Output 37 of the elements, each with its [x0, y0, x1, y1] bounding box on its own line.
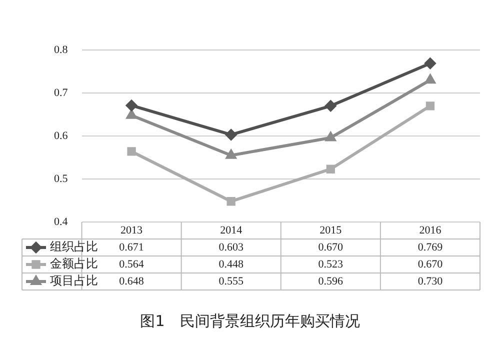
point	[126, 110, 136, 119]
caption: 图1 民间背景组织历年购买情况	[139, 312, 361, 331]
data-label: 0.555	[218, 275, 244, 288]
legend-label: 金额占比	[50, 256, 98, 271]
point	[424, 58, 436, 69]
point	[127, 147, 136, 156]
legend-label: 组织占比	[50, 240, 98, 254]
point	[326, 132, 336, 142]
x-tick-label: 2016	[419, 224, 442, 236]
legend-label: 项目占比	[50, 274, 98, 288]
x-tick-label: 2013	[120, 224, 144, 236]
y-tick-label: 0.8	[54, 44, 68, 56]
data-label: 0.670	[418, 258, 444, 270]
data-label: 0.448	[218, 258, 244, 270]
data-label: 0.648	[119, 275, 144, 288]
point	[226, 129, 237, 140]
data-label: 0.671	[119, 241, 144, 254]
x-tick-label: 2015	[320, 224, 342, 236]
data-label: 0.564	[119, 258, 144, 270]
data-label: 0.523	[318, 258, 344, 270]
data-label: 0.730	[418, 275, 444, 288]
point	[425, 74, 436, 84]
y-tick-label: 0.6	[54, 130, 68, 142]
y-tick-label: 0.7	[54, 86, 68, 99]
data-label: 0.670	[318, 241, 344, 254]
data-label: 0.596	[318, 275, 344, 288]
point	[126, 100, 138, 111]
y-tick-label: 0.5	[54, 172, 68, 185]
data-label: 0.603	[218, 241, 244, 254]
point	[325, 100, 336, 112]
point	[226, 197, 236, 206]
point	[226, 150, 236, 159]
data-label: 0.769	[418, 241, 444, 254]
x-tick-label: 2014	[220, 224, 243, 236]
y-tick-label: 0.4	[54, 216, 68, 228]
point	[426, 102, 435, 110]
point	[326, 164, 335, 174]
